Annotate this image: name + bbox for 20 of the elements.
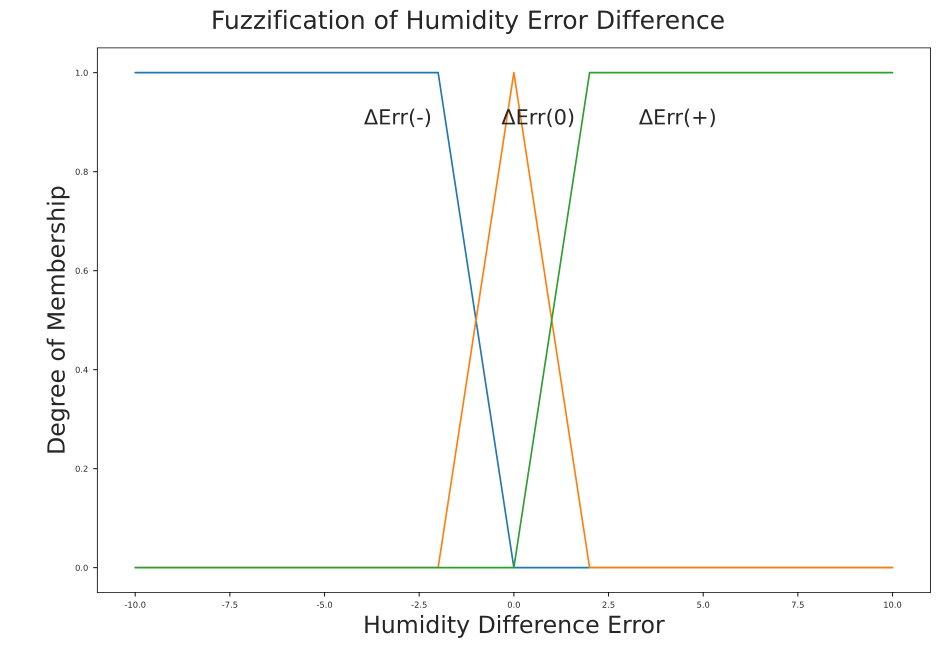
x-tick-label: 0.0	[508, 602, 520, 608]
x-axis-title: Humidity Difference Error	[365, 615, 665, 638]
x-tick-label: -7.5	[222, 602, 238, 608]
x-tick-label: 5.0	[697, 602, 710, 608]
series-label: ΔErr(-)	[364, 108, 430, 128]
y-tick-label: 0.0	[76, 564, 88, 571]
chart-title: Fuzzification of Humidity Error Difference	[213, 10, 724, 34]
x-tick-label: -10.0	[124, 602, 146, 608]
y-tick-label: 0.6	[76, 268, 88, 274]
y-tick-label: 1.0	[76, 70, 88, 76]
y-tick-label: 0.4	[76, 366, 88, 373]
x-tick-label: 2.5	[602, 602, 614, 608]
series-label: ΔErr(+)	[638, 108, 715, 128]
x-tick-label: -2.5	[411, 602, 427, 608]
x-tick-label: 7.5	[792, 602, 804, 608]
x-tick-label: -5.0	[316, 602, 332, 608]
x-tick-label: 10.0	[884, 602, 902, 608]
y-tick-label: 0.2	[76, 466, 88, 472]
y-axis-title: Degree of Membership	[46, 186, 70, 453]
y-tick-label: 0.8	[76, 168, 88, 175]
